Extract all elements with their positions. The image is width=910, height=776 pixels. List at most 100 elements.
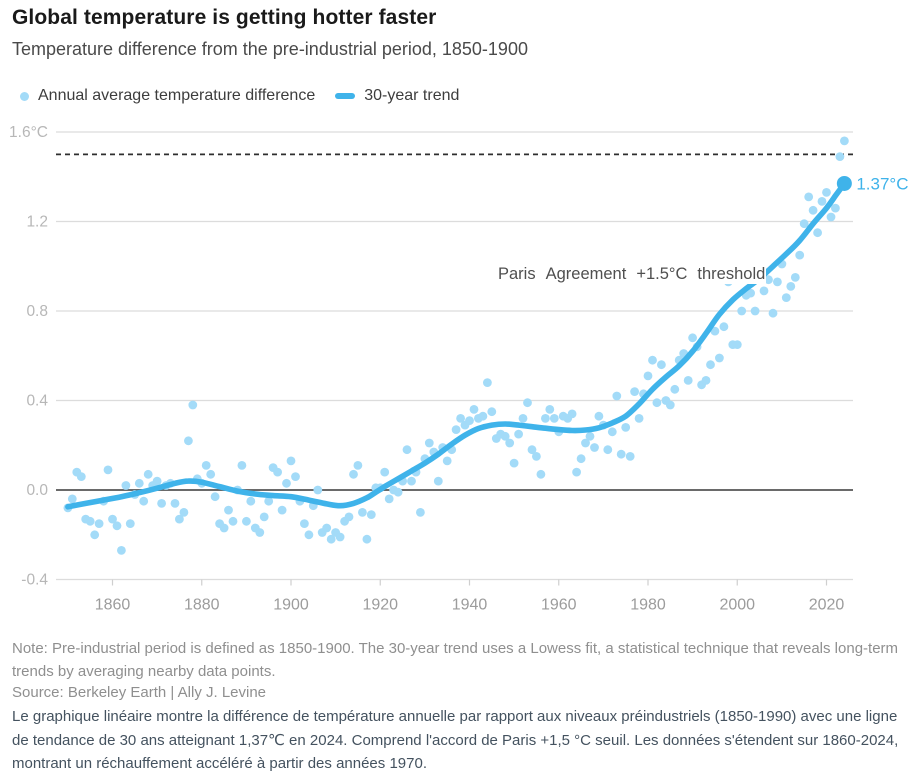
scatter-point (590, 443, 599, 452)
scatter-point (808, 205, 818, 215)
scatter-point (630, 387, 639, 396)
legend-item-trend: 30-year trend (335, 87, 459, 105)
paris-threshold-label-word: threshold (696, 264, 767, 284)
scatter-point (514, 429, 523, 439)
scatter-point (804, 192, 814, 202)
scatter-point (313, 485, 323, 495)
scatter-point (85, 516, 95, 526)
scatter-point (433, 476, 443, 486)
scatter-point (349, 469, 358, 479)
scatter-point (139, 496, 149, 506)
scatter-point (402, 445, 412, 455)
scatter-point (179, 508, 189, 517)
scatter-point (358, 508, 367, 517)
scatter-point (242, 516, 251, 526)
scatter-point (634, 414, 644, 423)
scatter-point (121, 481, 131, 490)
scatter-point (701, 376, 711, 385)
scatter-point (264, 496, 274, 506)
alt-text-french: Le graphique linéaire montre la différen… (12, 708, 899, 773)
scatter-point (813, 228, 822, 238)
scatter-point (840, 136, 849, 146)
scatter-point (737, 306, 747, 316)
scatter-point (451, 425, 461, 434)
scatter-point (795, 250, 805, 260)
scatter-point (786, 282, 796, 291)
scatter-point (831, 203, 840, 213)
scatter-point (746, 288, 755, 298)
scatter-point (228, 516, 238, 526)
scatter-point (353, 461, 363, 470)
scatter-point (487, 407, 497, 417)
scatter-point (67, 494, 77, 504)
scatter-point (665, 400, 675, 410)
y-axis-label: -0.4 (21, 572, 48, 589)
trend-line (65, 180, 848, 510)
scatter-point (237, 461, 247, 470)
paris-threshold-label: Paris Agreement +1.5°C threshold (497, 264, 767, 284)
scatter-point (94, 519, 104, 528)
scatter-point (143, 469, 153, 479)
scatter-point (768, 308, 778, 318)
scatter-point (764, 275, 773, 285)
scatter-point (407, 476, 416, 486)
y-axis-label: 0.4 (26, 393, 48, 410)
scatter-point (300, 519, 309, 528)
scatter-point (710, 326, 720, 336)
scatter-point (291, 472, 300, 481)
scatter-point (518, 414, 528, 423)
scatter-point (322, 523, 332, 533)
scatter-point (108, 514, 117, 524)
scatter-point (505, 438, 515, 448)
scatter-point (509, 458, 519, 468)
scatter-point (643, 371, 653, 381)
scatter-point (277, 505, 287, 515)
scatter-point (255, 528, 265, 537)
chart-subtitle: Temperature difference from the pre-indu… (12, 39, 528, 59)
scatter-point (652, 398, 662, 408)
scatter-point (715, 353, 724, 363)
scatter-point (670, 384, 680, 394)
scatter-dot-swatch-icon (20, 91, 29, 101)
chart-note: Note: Pre-industrial period is defined a… (12, 640, 899, 680)
scatter-point (152, 476, 162, 486)
scatter-point (683, 376, 693, 385)
scatter-point (532, 452, 541, 461)
x-axis-label: 1980 (630, 597, 666, 614)
x-axis-label: 1900 (273, 597, 309, 614)
scatter-point (201, 461, 211, 470)
x-axis-label: 1860 (95, 597, 131, 614)
scatter-point (184, 436, 193, 446)
chart-source: Source: Berkeley Earth | Ally J. Levine (12, 684, 267, 701)
scatter-point (380, 467, 390, 477)
legend-label-annual: Annual average temperature difference (38, 87, 316, 104)
scatter-point (719, 322, 729, 332)
scatter-point (527, 445, 537, 455)
x-axis-label: 1960 (541, 597, 577, 614)
paris-threshold-label-word: Paris (497, 264, 537, 284)
scatter-point (500, 431, 510, 441)
scatter-point (335, 532, 345, 542)
scatter-point (826, 212, 836, 222)
trend-line-swatch-icon (335, 93, 356, 99)
scatter-point (393, 487, 403, 497)
scatter-point (603, 445, 613, 455)
scatter-point (607, 427, 617, 437)
scatter-point (478, 411, 488, 421)
scatter-point (286, 456, 296, 466)
scatter-point (188, 400, 198, 410)
scatter-point (456, 414, 465, 423)
y-axis-label: 0.0 (26, 482, 48, 499)
scatter-point (585, 431, 595, 441)
scatter-point (259, 512, 269, 522)
x-axis-label: 2000 (719, 597, 755, 614)
scatter-point (732, 340, 742, 349)
scatter-point (567, 409, 577, 419)
scatter-point (835, 152, 845, 161)
chart-area: -0.4 0.0 0.4 0.8 1.2 1.6°C 1860 1880 1900 1920 194… (0, 120, 910, 625)
scatter-point (366, 510, 376, 519)
scatter-point (224, 505, 233, 515)
x-axis-label: 1940 (452, 597, 488, 614)
scatter-point (206, 469, 216, 479)
scatter-point (134, 478, 144, 488)
